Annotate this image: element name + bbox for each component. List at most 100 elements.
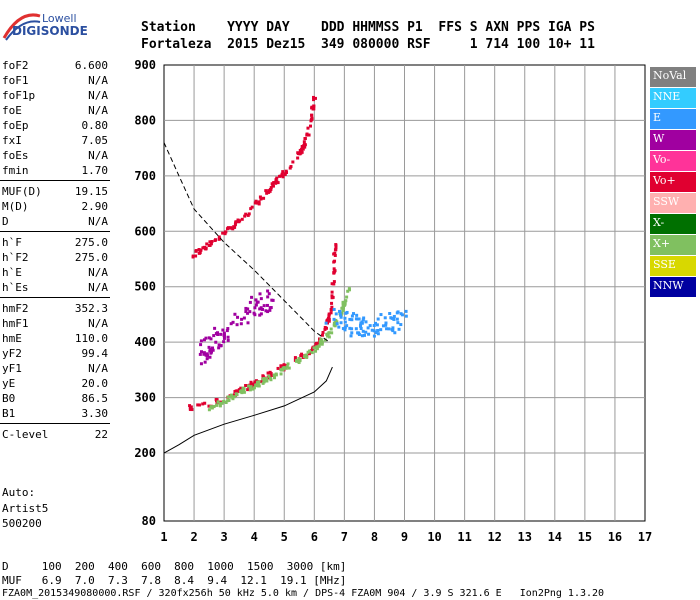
x-tick-label: 10 (427, 530, 441, 544)
trace-point (297, 356, 301, 360)
trace-point (212, 405, 216, 409)
trace-point (238, 219, 242, 223)
param-label: h`Es (2, 281, 29, 294)
trace-point (303, 143, 307, 147)
trace-point (341, 306, 345, 310)
auto-artist: Artist5 (2, 502, 49, 515)
trace-point (209, 351, 213, 355)
param-value: 22 (94, 428, 108, 441)
trace-point (362, 316, 366, 320)
trace-point (272, 373, 276, 377)
param-row: C-level 22 (0, 427, 112, 442)
trace-point (383, 316, 387, 320)
trace-point (194, 249, 198, 253)
trace-point (346, 289, 350, 293)
trace-point (226, 395, 230, 399)
y-tick-label: 80 (142, 514, 156, 528)
param-value: N/A (88, 317, 108, 330)
trace-point (188, 404, 192, 408)
trace-point (332, 317, 336, 321)
param-separator (0, 297, 110, 298)
parameter-list: foF2 6.600 foF1 N/A foF1p N/A foE N/A foEp 0.80 fx… (0, 58, 112, 442)
trace-point (375, 323, 379, 327)
muf-row: MUF 6.9 7.0 7.3 7.8 8.4 9.4 12.1 19.1 [M… (2, 574, 347, 587)
param-row: foF1p N/A (0, 88, 112, 103)
trace-point (244, 310, 248, 314)
trace-point (343, 316, 347, 320)
trace-point (229, 322, 233, 326)
trace-point (372, 329, 376, 333)
legend-item-w: W (650, 130, 696, 150)
auto-label: Auto: (2, 486, 36, 499)
param-row: MUF(D) 19.15 (0, 184, 112, 199)
trace-point (320, 333, 324, 337)
trace-point (244, 306, 248, 310)
trace-point (379, 313, 383, 317)
trace-point (285, 365, 289, 369)
trace-point (315, 347, 319, 351)
header-labels: Station YYYY DAY DDD HHMMSS P1 FFS S AXN… (141, 20, 595, 35)
trace-point (201, 402, 205, 406)
trace-point (191, 254, 195, 258)
trace-point (207, 336, 211, 340)
trace-point (356, 331, 360, 335)
trace-point (257, 202, 261, 206)
trace-point (211, 348, 215, 352)
x-tick-label: 3 (221, 530, 228, 544)
trace-point (304, 353, 308, 357)
trace-point (312, 346, 316, 350)
trace-point (222, 334, 226, 338)
trace-point (392, 314, 396, 318)
trace-point (392, 317, 396, 321)
trace-point (333, 269, 337, 273)
param-label: h`F2 (2, 251, 29, 264)
trace-point (234, 221, 238, 225)
trace-point (222, 336, 226, 340)
trace-point (212, 334, 216, 338)
trace-point (255, 380, 259, 384)
trace-point (364, 330, 368, 334)
trace-point (343, 303, 347, 307)
trace-point (207, 404, 211, 408)
trace-point (280, 172, 284, 176)
digisonde-logo: Lowell DIGISONDE (2, 6, 122, 42)
trace-point (208, 355, 212, 359)
x-tick-label: 7 (341, 530, 348, 544)
legend-item-sse: SSE (650, 256, 696, 276)
trace-point (199, 343, 203, 347)
trace-point (253, 380, 257, 384)
trace-point (265, 191, 269, 195)
param-label: M(D) (2, 200, 29, 213)
trace-point (320, 342, 324, 346)
param-value: 3.30 (81, 407, 109, 420)
param-row: foF2 6.600 (0, 58, 112, 73)
trace-point (348, 317, 352, 321)
param-label: MUF(D) (2, 185, 42, 198)
trace-point (300, 354, 304, 358)
trace-point (308, 124, 312, 128)
trace-point (332, 280, 336, 284)
trace-point (330, 301, 334, 305)
trace-point (196, 403, 200, 407)
trace-point (257, 200, 261, 204)
trace-point (207, 345, 211, 349)
logo-line1: Lowell (42, 12, 77, 25)
trace-point (299, 354, 303, 358)
trace-point (218, 237, 222, 241)
trace-point (224, 401, 228, 405)
trace-point (343, 325, 347, 329)
trace-point (264, 189, 268, 193)
trace-point (327, 317, 331, 321)
trace-point (343, 300, 347, 304)
file-info: FZA0M_2015349080000.RSF / 320fx256h 50 k… (2, 588, 605, 599)
trace-point (323, 325, 327, 329)
trace-point (321, 330, 325, 334)
trace-point (206, 354, 210, 358)
trace-point (233, 390, 237, 394)
trace-point (376, 329, 380, 333)
trace-point (205, 357, 209, 361)
trace-point (271, 183, 275, 187)
x-tick-label: 6 (311, 530, 318, 544)
trace-point (220, 401, 224, 405)
trace-point (244, 212, 248, 216)
